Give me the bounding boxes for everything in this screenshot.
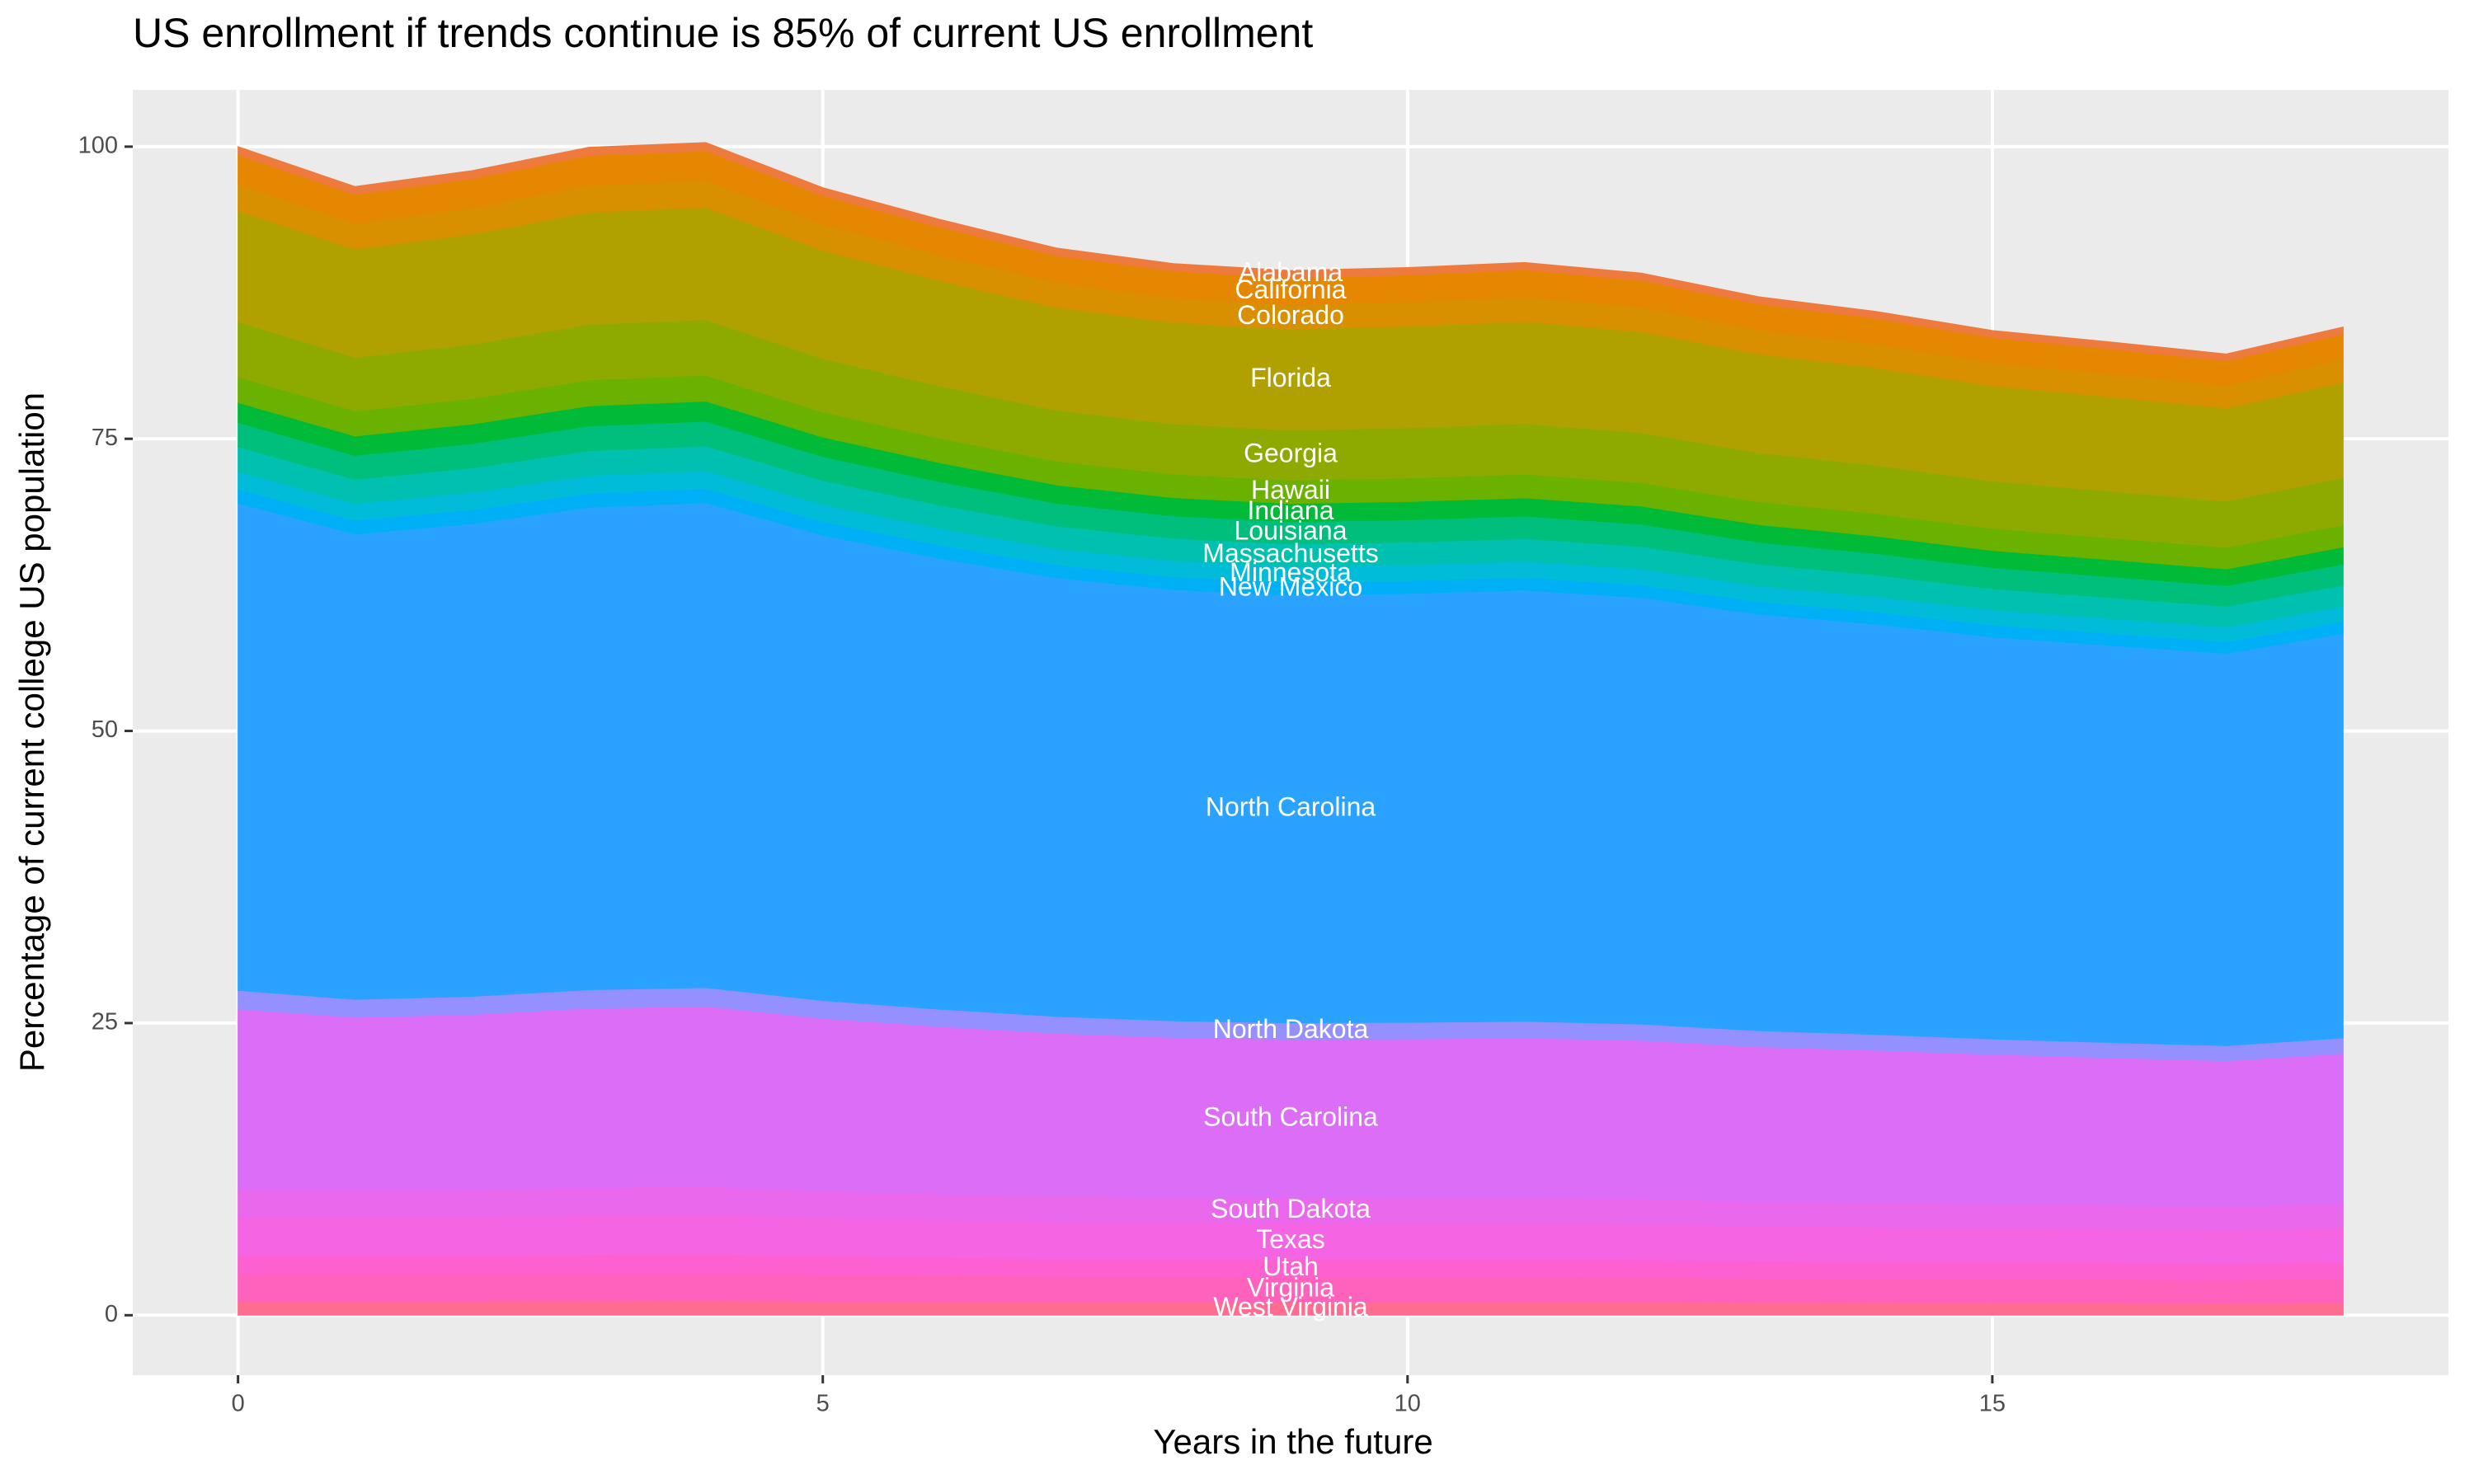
x-axis-title: Years in the future [1153,1422,1432,1461]
x-tick-label: 10 [1395,1391,1421,1417]
area-label: Utah [1263,1252,1319,1281]
area-label: North Carolina [1206,792,1376,822]
area-label: North Dakota [1213,1014,1369,1044]
y-tick-label: 100 [78,133,118,159]
x-tick-label: 0 [232,1391,245,1417]
y-tick-label: 50 [92,716,118,743]
area-label: West Virginia [1213,1292,1368,1322]
area-label: Massachusetts [1202,538,1378,568]
area-label: Hawaii [1251,475,1330,505]
area-label: Indiana [1248,495,1334,525]
area-label: Florida [1250,363,1331,392]
y-tick-label: 75 [92,425,118,451]
area-label: South Dakota [1211,1194,1371,1223]
area [238,142,2344,362]
y-axis-title: Percentage of current college US populat… [12,392,51,1072]
area-label: New Mexico [1219,571,1362,601]
axes: 0 5 10 15 0 25 50 75 100 [78,133,2006,1417]
area-label: Minnesota [1230,557,1352,587]
area-label: Georgia [1244,439,1338,468]
area-label: Louisiana [1235,516,1348,546]
area-label: Virginia [1247,1273,1334,1303]
area-label: Alabama [1239,257,1343,287]
area-label: California [1235,275,1346,304]
chart-title: US enrollment if trends continue is 85% … [133,10,1313,56]
areas [238,142,2344,1316]
area-label: Colorado [1237,300,1344,330]
x-tick-label: 5 [816,1391,830,1417]
y-tick-label: 0 [105,1301,118,1327]
y-tick-label: 25 [92,1009,118,1036]
area-label: Texas [1256,1224,1325,1254]
x-tick-label: 15 [1979,1391,2006,1417]
area-label: South Carolina [1203,1101,1378,1131]
